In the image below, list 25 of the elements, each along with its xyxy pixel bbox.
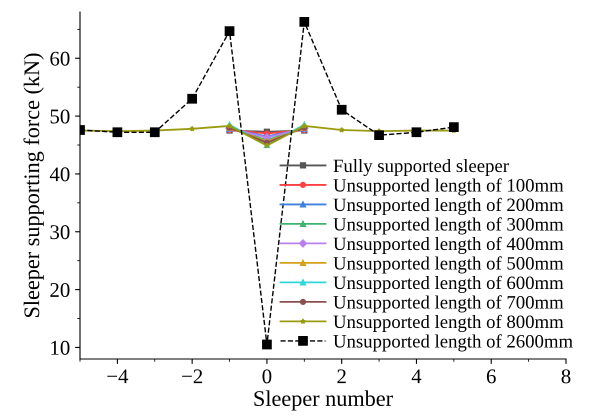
- y-tick-label: 60: [50, 52, 70, 66]
- legend-label: Unsupported length of 100mm: [333, 178, 564, 196]
- x-axis-title: Sleeper number: [254, 390, 393, 411]
- legend-label: Unsupported length of 800mm: [333, 314, 564, 332]
- x-tick-label: 0: [262, 369, 272, 384]
- x-tick-label: −2: [182, 369, 202, 384]
- y-axis-title: Sleeper supporting force (kN): [23, 53, 44, 317]
- x-tick-label: 6: [486, 369, 496, 384]
- x-tick-label: 8: [562, 369, 570, 384]
- y-tick-label: 40: [50, 167, 70, 182]
- legend-label: Unsupported length of 400mm: [333, 236, 564, 254]
- legend-label: Unsupported length of 200mm: [333, 198, 564, 216]
- legend-label: Fully supported sleeper: [334, 158, 509, 176]
- y-tick-label: 30: [50, 225, 70, 240]
- y-tick-label: 50: [50, 109, 70, 124]
- x-tick-label: 2: [337, 369, 346, 384]
- legend-label: Unsupported length of 700mm: [333, 295, 564, 313]
- legend-label: Unsupported length of 600mm: [333, 276, 564, 294]
- legend-label: Unsupported length of 300mm: [333, 217, 564, 235]
- legend-label: Unsupported length of 2600mm: [333, 334, 573, 352]
- y-tick-label: 10: [51, 340, 70, 355]
- x-tick-label: 4: [412, 369, 422, 384]
- legend-label: Unsupported length of 500mm: [333, 256, 564, 274]
- x-tick-label: −4: [107, 369, 128, 384]
- y-tick-label: 20: [50, 282, 70, 298]
